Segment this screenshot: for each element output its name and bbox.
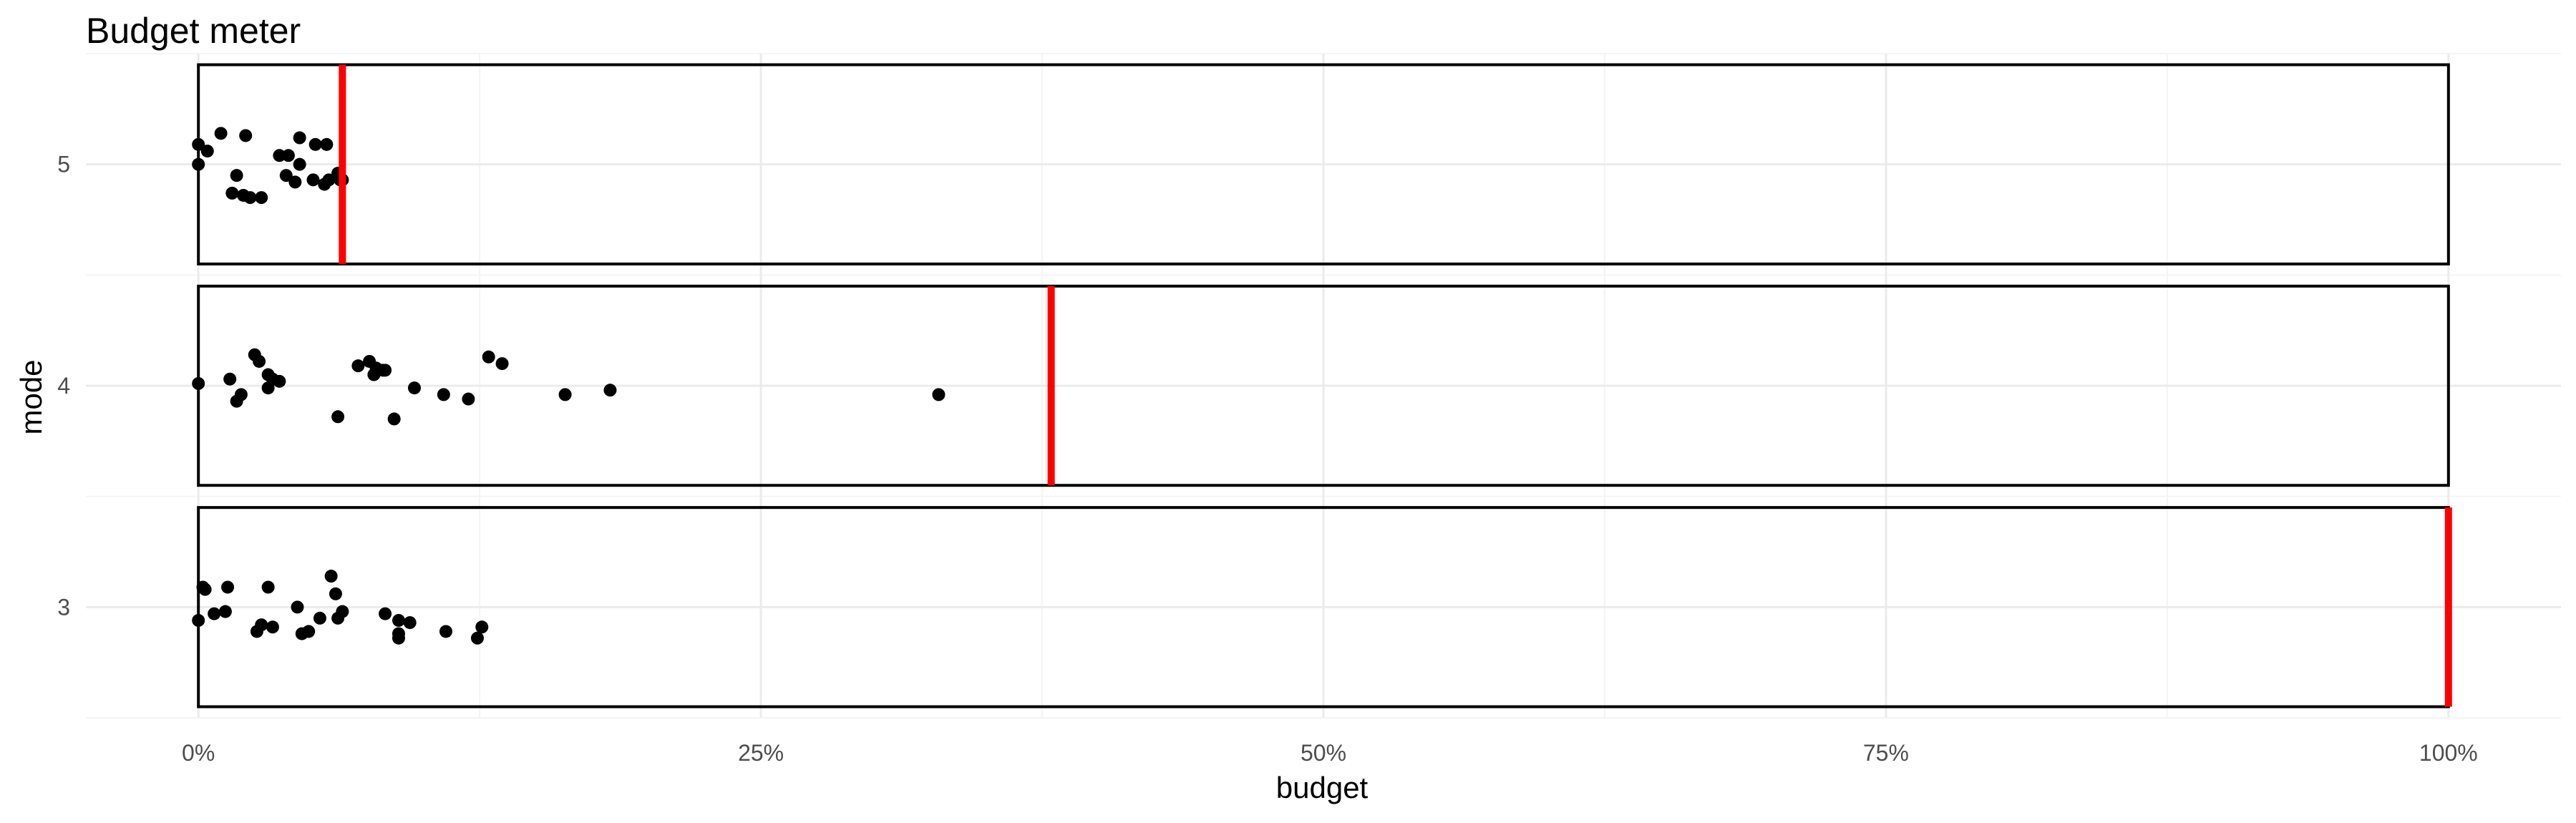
x-axis-title: budget	[1276, 771, 1369, 804]
mode-5-data-point	[230, 169, 243, 182]
x-tick-label: 25%	[738, 740, 784, 766]
mode-5-data-point	[225, 186, 239, 200]
mode-5-data-point	[293, 131, 306, 145]
mode-3-data-point	[392, 631, 405, 645]
mode-3-data-point	[221, 580, 235, 594]
mode-5-data-point	[255, 191, 268, 205]
mode-4-data-point	[558, 388, 572, 401]
mode-4-data-point	[253, 354, 266, 368]
mode-4-data-point	[407, 381, 421, 395]
mode-3-data-point	[261, 580, 275, 594]
mode-5-panel	[192, 63, 2450, 266]
mode-3-data-point	[470, 631, 484, 645]
mode-3-panel	[192, 506, 2452, 708]
mode-3-data-point	[403, 615, 417, 629]
y-tick-label: 5	[57, 152, 70, 177]
y-axis-title: mode	[14, 359, 48, 434]
mode-3-data-point	[198, 583, 212, 596]
mode-3-data-point	[392, 613, 405, 627]
mode-5-data-point	[192, 137, 205, 151]
mode-3-data-point	[218, 605, 232, 618]
mode-3-data-point	[266, 620, 279, 634]
mode-4-data-point	[387, 412, 401, 426]
mode-4-data-point	[462, 392, 475, 406]
mode-4-data-point	[331, 410, 345, 424]
mode-5-data-point	[279, 169, 293, 182]
panels	[192, 63, 2452, 708]
y-tick-label: 3	[57, 594, 70, 620]
mode-4-data-point	[437, 388, 450, 401]
mode-5-data-point	[308, 137, 322, 151]
mode-3-data-point	[313, 611, 326, 625]
mode-4-data-point	[482, 350, 495, 364]
mode-5-data-point	[306, 173, 320, 187]
mode-3-data-point	[324, 570, 338, 583]
x-tick-label: 75%	[1863, 740, 1909, 766]
mode-3-data-point	[255, 618, 268, 632]
y-tick-label: 4	[57, 373, 70, 399]
mode-4-data-point	[603, 384, 617, 397]
mode-5-data-point	[320, 137, 334, 151]
mode-4-data-point	[273, 374, 286, 388]
mode-5-data-point	[192, 157, 205, 171]
mode-4-data-point	[351, 359, 365, 373]
x-tick-label: 0%	[182, 740, 215, 766]
x-tick-label: 100%	[2419, 740, 2478, 766]
x-tick-label: 50%	[1301, 740, 1346, 766]
mode-3-data-point	[302, 625, 316, 638]
mode-5-data-point	[239, 129, 253, 142]
mode-4-data-point	[495, 357, 509, 371]
axis-ticks: 0% 25% 50% 75% 100% 3 4 5	[57, 152, 2478, 766]
mode-4-data-point	[234, 388, 248, 401]
mode-3-data-point	[329, 587, 342, 600]
mode-5-data-point	[200, 145, 214, 158]
mode-3-data-point	[379, 607, 392, 620]
chart-title: Budget meter	[86, 11, 301, 51]
mode-5-data-point	[243, 191, 257, 205]
mode-3-data-point	[192, 613, 205, 627]
mode-3-data-point	[291, 600, 304, 614]
mode-5-data-point	[214, 127, 228, 140]
mode-3-data-point	[208, 607, 221, 620]
mode-5-data-point	[273, 149, 286, 162]
mode-4-data-point	[223, 372, 237, 386]
grid-lines	[86, 53, 2561, 719]
mode-4-panel	[192, 284, 2450, 487]
mode-4-data-point	[932, 388, 946, 401]
mode-5-data-point	[322, 173, 336, 187]
mode-3-data-point	[439, 625, 452, 638]
mode-4-data-point	[379, 364, 392, 377]
mode-5-data-point	[281, 149, 295, 162]
mode-5-data-point	[293, 157, 306, 171]
mode-3-data-point	[336, 605, 349, 618]
mode-5-data-point	[288, 175, 302, 189]
mode-3-data-point	[475, 620, 489, 634]
mode-4-data-point	[192, 376, 205, 390]
